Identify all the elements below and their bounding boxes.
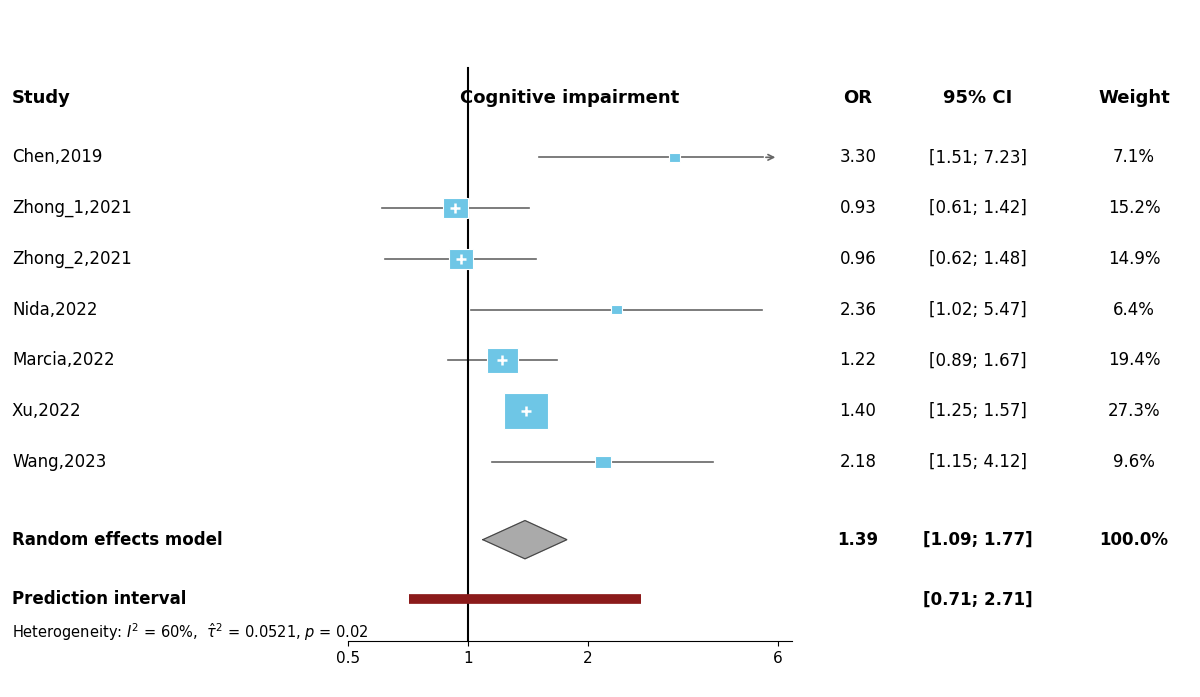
Text: 9.6%: 9.6% bbox=[1114, 453, 1154, 471]
Text: Nida,2022: Nida,2022 bbox=[12, 300, 97, 319]
Text: 2.36: 2.36 bbox=[840, 300, 876, 319]
Text: 95% CI: 95% CI bbox=[943, 89, 1013, 107]
Text: 19.4%: 19.4% bbox=[1108, 351, 1160, 369]
Text: 7.1%: 7.1% bbox=[1112, 148, 1154, 167]
Text: Weight: Weight bbox=[1098, 89, 1170, 107]
Text: Chen,2019: Chen,2019 bbox=[12, 148, 102, 167]
Text: OR: OR bbox=[844, 89, 872, 107]
Text: [1.51; 7.23]: [1.51; 7.23] bbox=[929, 148, 1027, 167]
Bar bbox=[487, 348, 518, 373]
Bar bbox=[595, 456, 611, 468]
Bar bbox=[668, 153, 680, 162]
Polygon shape bbox=[482, 521, 566, 559]
Bar bbox=[449, 249, 473, 268]
Text: 1.22: 1.22 bbox=[840, 351, 876, 369]
Bar bbox=[612, 305, 622, 314]
Text: 100.0%: 100.0% bbox=[1099, 530, 1169, 549]
Text: [0.61; 1.42]: [0.61; 1.42] bbox=[929, 199, 1027, 217]
Text: [1.25; 1.57]: [1.25; 1.57] bbox=[929, 402, 1027, 420]
Text: 2.18: 2.18 bbox=[840, 453, 876, 471]
Text: 14.9%: 14.9% bbox=[1108, 250, 1160, 268]
Text: Cognitive impairment: Cognitive impairment bbox=[461, 89, 679, 107]
Text: [1.09; 1.77]: [1.09; 1.77] bbox=[923, 530, 1033, 549]
Text: 1.40: 1.40 bbox=[840, 402, 876, 420]
Text: [0.62; 1.48]: [0.62; 1.48] bbox=[929, 250, 1027, 268]
Bar bbox=[504, 393, 548, 429]
Text: Zhong_2,2021: Zhong_2,2021 bbox=[12, 250, 132, 268]
Text: Study: Study bbox=[12, 89, 71, 107]
Text: [0.71; 2.71]: [0.71; 2.71] bbox=[923, 590, 1033, 608]
Text: [0.89; 1.67]: [0.89; 1.67] bbox=[929, 351, 1027, 369]
Text: 1.39: 1.39 bbox=[838, 530, 878, 549]
Text: Wang,2023: Wang,2023 bbox=[12, 453, 107, 471]
Text: 0.93: 0.93 bbox=[840, 199, 876, 217]
Bar bbox=[443, 198, 468, 218]
Text: [1.02; 5.47]: [1.02; 5.47] bbox=[929, 300, 1027, 319]
Text: Xu,2022: Xu,2022 bbox=[12, 402, 82, 420]
Text: Random effects model: Random effects model bbox=[12, 530, 223, 549]
Text: 3.30: 3.30 bbox=[840, 148, 876, 167]
Text: Marcia,2022: Marcia,2022 bbox=[12, 351, 115, 369]
Text: Heterogeneity: $I^2$ = 60%,  $\hat{\tau}^2$ = 0.0521, $p$ = 0.02: Heterogeneity: $I^2$ = 60%, $\hat{\tau}^… bbox=[12, 621, 368, 643]
Text: Zhong_1,2021: Zhong_1,2021 bbox=[12, 199, 132, 217]
Text: 27.3%: 27.3% bbox=[1108, 402, 1160, 420]
Text: 15.2%: 15.2% bbox=[1108, 199, 1160, 217]
Text: 6.4%: 6.4% bbox=[1114, 300, 1154, 319]
Text: Prediction interval: Prediction interval bbox=[12, 590, 186, 608]
Text: [1.15; 4.12]: [1.15; 4.12] bbox=[929, 453, 1027, 471]
Text: 0.96: 0.96 bbox=[840, 250, 876, 268]
